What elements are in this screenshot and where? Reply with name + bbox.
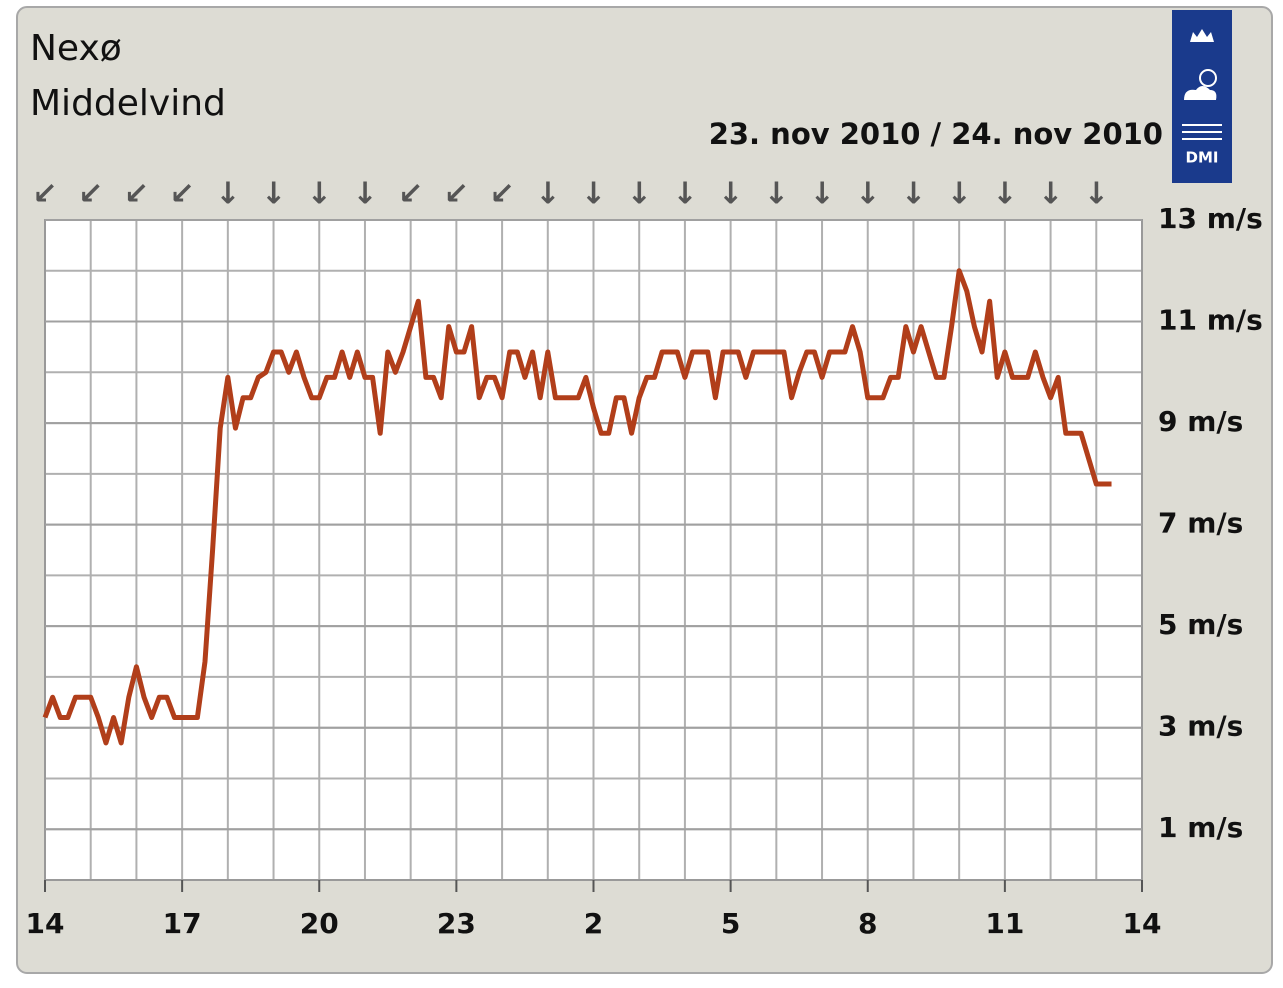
- y-tick-label: 1 m/s: [1158, 811, 1243, 844]
- wind-arrow: ↓: [718, 177, 743, 212]
- wind-arrow: ↓: [672, 177, 697, 212]
- logo: DMI: [1172, 10, 1232, 183]
- x-tick-label: 11: [985, 907, 1024, 940]
- chart-subtitle: Middelvind: [30, 83, 226, 124]
- wind-arrow: ↙: [78, 177, 103, 212]
- layer: 13 m/s 11 m/s 9 m/s 7 m/s 5 m/s 3 m/s 1 m/s 14 1…: [26, 177, 1263, 941]
- wind-arrow: ↓: [1084, 177, 1109, 212]
- wind-arrow: ↓: [581, 177, 606, 212]
- date-label: 23. nov 2010 / 24. nov 2010: [709, 117, 1163, 151]
- y-tick-label: 5 m/s: [1158, 608, 1243, 641]
- wind-arrow: ↙: [444, 177, 469, 212]
- x-tick-label: 14: [1123, 907, 1162, 940]
- wind-arrow: ↙: [124, 177, 149, 212]
- wind-arrow: ↓: [627, 177, 652, 212]
- x-tick-label: 8: [858, 907, 877, 940]
- logo-crown: [1190, 29, 1214, 42]
- wind-arrow: ↓: [855, 177, 880, 212]
- wind-arrow: ↓: [809, 177, 834, 212]
- wind-arrow: ↙: [490, 177, 515, 212]
- y-tick-label: 13 m/s: [1158, 202, 1263, 235]
- y-tick-label: 7 m/s: [1158, 507, 1243, 540]
- x-tick-label: 2: [584, 907, 603, 940]
- logo-cloud: [1184, 86, 1217, 100]
- wind-arrow: ↓: [215, 177, 240, 212]
- x-tick-label: 14: [26, 907, 65, 940]
- wind-arrow: ↓: [764, 177, 789, 212]
- x-tick-label: 17: [163, 907, 202, 940]
- wind-arrow: ↓: [992, 177, 1017, 212]
- wind-arrow: ↓: [307, 177, 332, 212]
- x-tick-label: 23: [437, 907, 476, 940]
- line: [42, 268, 1112, 746]
- chart-title: Nexø: [30, 28, 122, 69]
- x-tick-label: 20: [300, 907, 339, 940]
- wind-arrow: ↙: [398, 177, 423, 212]
- wind-arrow: ↓: [261, 177, 286, 212]
- wind-arrow: ↙: [32, 177, 57, 212]
- y-tick-label: 3 m/s: [1158, 710, 1243, 743]
- x-tick-label: 5: [721, 907, 740, 940]
- wind-arrow: ↙: [170, 177, 195, 212]
- wind-arrow: ↓: [947, 177, 972, 212]
- wind-arrow: ↓: [535, 177, 560, 212]
- wind-arrow: ↓: [1038, 177, 1063, 212]
- logo-sun: [1199, 69, 1217, 87]
- logo-text: DMI: [1186, 149, 1219, 167]
- y-tick-label: 9 m/s: [1158, 405, 1243, 438]
- logo-waves: [1182, 124, 1222, 140]
- wind-arrow: ↓: [352, 177, 377, 212]
- wind-arrow: ↓: [901, 177, 926, 212]
- y-tick-label: 11 m/s: [1158, 304, 1263, 337]
